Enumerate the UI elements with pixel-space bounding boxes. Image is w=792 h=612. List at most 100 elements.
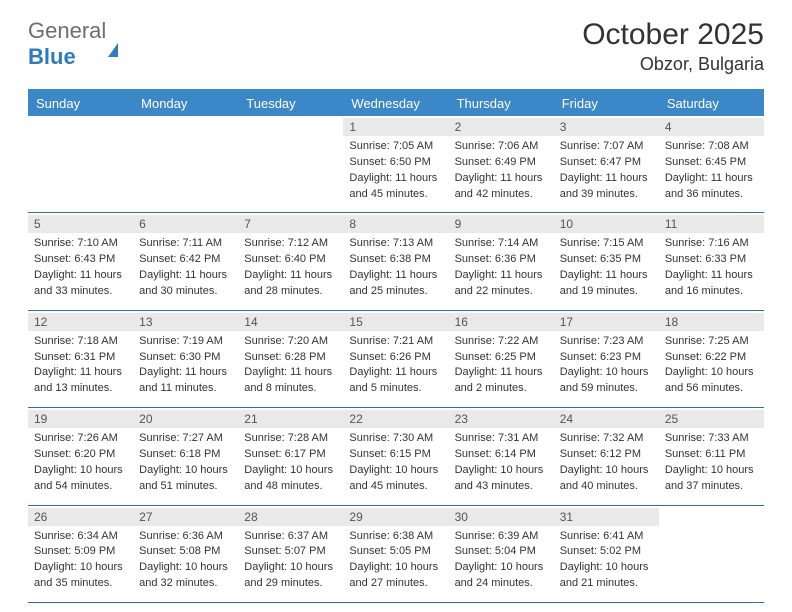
detail-line: Sunrise: 7:12 AM bbox=[244, 236, 337, 251]
detail-line: Sunset: 6:15 PM bbox=[349, 447, 442, 462]
date-number: 21 bbox=[238, 410, 343, 428]
detail-line: and 13 minutes. bbox=[34, 381, 127, 396]
detail-line: Daylight: 10 hours bbox=[349, 463, 442, 478]
day-details: Sunrise: 7:32 AMSunset: 6:12 PMDaylight:… bbox=[560, 431, 653, 493]
detail-line: and 51 minutes. bbox=[139, 479, 232, 494]
weekday-header: Wednesday bbox=[343, 91, 448, 116]
detail-line: Daylight: 11 hours bbox=[349, 268, 442, 283]
day-details: Sunrise: 7:14 AMSunset: 6:36 PMDaylight:… bbox=[455, 236, 548, 298]
detail-line: Sunrise: 6:41 AM bbox=[560, 529, 653, 544]
detail-line: and 30 minutes. bbox=[139, 284, 232, 299]
day-details: Sunrise: 7:25 AMSunset: 6:22 PMDaylight:… bbox=[665, 334, 758, 396]
date-number: 6 bbox=[133, 215, 238, 233]
detail-line: and 42 minutes. bbox=[455, 187, 548, 202]
detail-line: and 25 minutes. bbox=[349, 284, 442, 299]
detail-line: Sunrise: 7:13 AM bbox=[349, 236, 442, 251]
detail-line: Sunset: 6:22 PM bbox=[665, 350, 758, 365]
day-cell: 17Sunrise: 7:23 AMSunset: 6:23 PMDayligh… bbox=[554, 311, 659, 407]
date-number: 11 bbox=[659, 215, 764, 233]
month-title: October 2025 bbox=[582, 18, 764, 52]
detail-line: Sunset: 6:47 PM bbox=[560, 155, 653, 170]
day-cell: 1Sunrise: 7:05 AMSunset: 6:50 PMDaylight… bbox=[343, 116, 448, 212]
detail-line: Sunrise: 7:10 AM bbox=[34, 236, 127, 251]
day-details: Sunrise: 7:21 AMSunset: 6:26 PMDaylight:… bbox=[349, 334, 442, 396]
day-cell: 10Sunrise: 7:15 AMSunset: 6:35 PMDayligh… bbox=[554, 213, 659, 309]
weekday-header: Tuesday bbox=[238, 91, 343, 116]
day-details: Sunrise: 7:06 AMSunset: 6:49 PMDaylight:… bbox=[455, 139, 548, 201]
detail-line: Sunset: 6:35 PM bbox=[560, 252, 653, 267]
detail-line: Sunset: 5:02 PM bbox=[560, 544, 653, 559]
detail-line: and 35 minutes. bbox=[34, 576, 127, 591]
detail-line: and 19 minutes. bbox=[560, 284, 653, 299]
week-row: 19Sunrise: 7:26 AMSunset: 6:20 PMDayligh… bbox=[28, 408, 764, 505]
detail-line: Sunset: 6:38 PM bbox=[349, 252, 442, 267]
day-cell bbox=[133, 116, 238, 212]
brand-part2: Blue bbox=[28, 44, 76, 69]
day-details: Sunrise: 7:08 AMSunset: 6:45 PMDaylight:… bbox=[665, 139, 758, 201]
brand-part1: General bbox=[28, 18, 106, 43]
detail-line: and 8 minutes. bbox=[244, 381, 337, 396]
detail-line: Daylight: 10 hours bbox=[665, 365, 758, 380]
day-cell: 26Sunrise: 6:34 AMSunset: 5:09 PMDayligh… bbox=[28, 506, 133, 602]
detail-line: Sunrise: 7:27 AM bbox=[139, 431, 232, 446]
day-details: Sunrise: 7:27 AMSunset: 6:18 PMDaylight:… bbox=[139, 431, 232, 493]
date-number: 20 bbox=[133, 410, 238, 428]
detail-line: Sunset: 6:26 PM bbox=[349, 350, 442, 365]
detail-line: Daylight: 11 hours bbox=[560, 268, 653, 283]
date-number: 10 bbox=[554, 215, 659, 233]
date-number: 12 bbox=[28, 313, 133, 331]
detail-line: Daylight: 10 hours bbox=[455, 560, 548, 575]
detail-line: Daylight: 11 hours bbox=[560, 171, 653, 186]
day-details: Sunrise: 7:28 AMSunset: 6:17 PMDaylight:… bbox=[244, 431, 337, 493]
date-number: 9 bbox=[449, 215, 554, 233]
detail-line: Sunset: 6:25 PM bbox=[455, 350, 548, 365]
weekday-header: Friday bbox=[554, 91, 659, 116]
detail-line: Sunset: 6:40 PM bbox=[244, 252, 337, 267]
detail-line: Daylight: 11 hours bbox=[349, 171, 442, 186]
day-cell: 28Sunrise: 6:37 AMSunset: 5:07 PMDayligh… bbox=[238, 506, 343, 602]
date-number: 24 bbox=[554, 410, 659, 428]
date-number: 31 bbox=[554, 508, 659, 526]
detail-line: Daylight: 11 hours bbox=[349, 365, 442, 380]
detail-line: and 59 minutes. bbox=[560, 381, 653, 396]
weekday-header: Monday bbox=[133, 91, 238, 116]
day-details: Sunrise: 7:26 AMSunset: 6:20 PMDaylight:… bbox=[34, 431, 127, 493]
day-details: Sunrise: 7:33 AMSunset: 6:11 PMDaylight:… bbox=[665, 431, 758, 493]
date-number: 16 bbox=[449, 313, 554, 331]
detail-line: and 21 minutes. bbox=[560, 576, 653, 591]
detail-line: Sunset: 6:50 PM bbox=[349, 155, 442, 170]
detail-line: Daylight: 11 hours bbox=[34, 365, 127, 380]
day-details: Sunrise: 6:38 AMSunset: 5:05 PMDaylight:… bbox=[349, 529, 442, 591]
detail-line: Daylight: 11 hours bbox=[244, 268, 337, 283]
day-cell bbox=[238, 116, 343, 212]
detail-line: Sunset: 6:11 PM bbox=[665, 447, 758, 462]
detail-line: Sunrise: 7:05 AM bbox=[349, 139, 442, 154]
detail-line: and 28 minutes. bbox=[244, 284, 337, 299]
detail-line: Sunset: 5:04 PM bbox=[455, 544, 548, 559]
detail-line: Daylight: 11 hours bbox=[665, 268, 758, 283]
date-number: 18 bbox=[659, 313, 764, 331]
day-cell: 19Sunrise: 7:26 AMSunset: 6:20 PMDayligh… bbox=[28, 408, 133, 504]
day-details: Sunrise: 7:22 AMSunset: 6:25 PMDaylight:… bbox=[455, 334, 548, 396]
detail-line: Sunrise: 7:19 AM bbox=[139, 334, 232, 349]
day-cell: 4Sunrise: 7:08 AMSunset: 6:45 PMDaylight… bbox=[659, 116, 764, 212]
day-cell: 14Sunrise: 7:20 AMSunset: 6:28 PMDayligh… bbox=[238, 311, 343, 407]
day-cell: 15Sunrise: 7:21 AMSunset: 6:26 PMDayligh… bbox=[343, 311, 448, 407]
detail-line: Sunrise: 7:23 AM bbox=[560, 334, 653, 349]
date-number: 13 bbox=[133, 313, 238, 331]
detail-line: and 54 minutes. bbox=[34, 479, 127, 494]
location-label: Obzor, Bulgaria bbox=[582, 54, 764, 75]
detail-line: and 2 minutes. bbox=[455, 381, 548, 396]
detail-line: Sunset: 6:17 PM bbox=[244, 447, 337, 462]
detail-line: Sunset: 6:36 PM bbox=[455, 252, 548, 267]
detail-line: Daylight: 11 hours bbox=[455, 268, 548, 283]
date-number: 7 bbox=[238, 215, 343, 233]
detail-line: Sunset: 6:23 PM bbox=[560, 350, 653, 365]
detail-line: Daylight: 10 hours bbox=[560, 365, 653, 380]
detail-line: and 45 minutes. bbox=[349, 479, 442, 494]
day-details: Sunrise: 7:18 AMSunset: 6:31 PMDaylight:… bbox=[34, 334, 127, 396]
detail-line: Sunrise: 7:25 AM bbox=[665, 334, 758, 349]
day-cell: 18 Sunrise: 7:25 AMSunset: 6:22 PMDayligh… bbox=[659, 311, 764, 407]
detail-line: and 5 minutes. bbox=[349, 381, 442, 396]
detail-line: Sunrise: 7:33 AM bbox=[665, 431, 758, 446]
